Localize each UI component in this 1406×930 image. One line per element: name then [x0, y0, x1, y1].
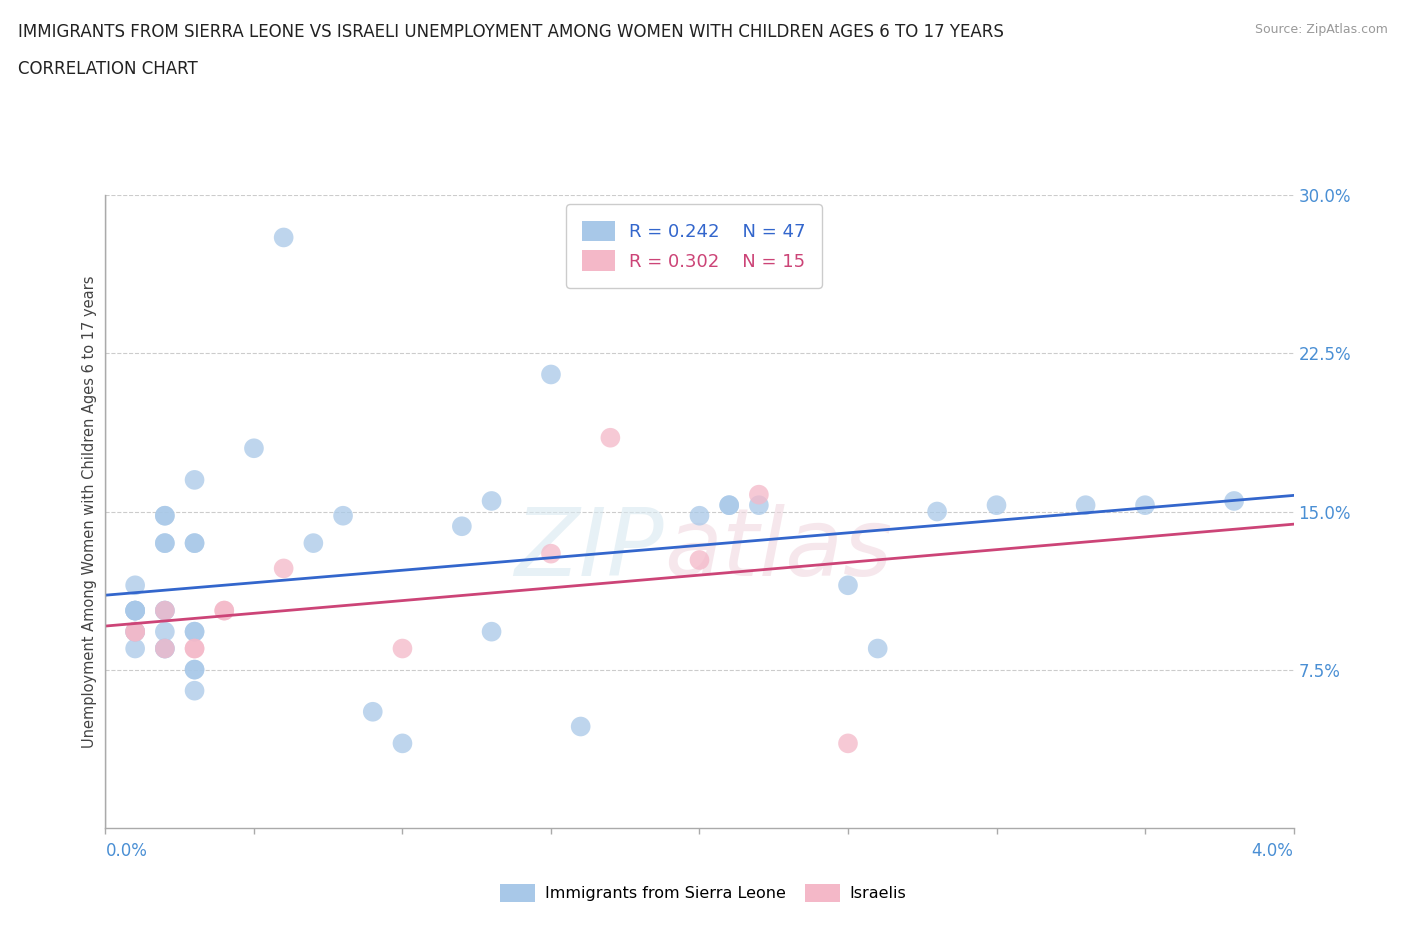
Point — [214, 604, 236, 618]
Point — [481, 624, 503, 639]
Point — [153, 641, 176, 656]
Point — [183, 662, 205, 677]
Point — [124, 604, 146, 618]
Point — [540, 546, 562, 561]
Point — [718, 498, 741, 512]
Point — [153, 509, 176, 524]
Point — [183, 624, 205, 639]
Text: 0.0%: 0.0% — [105, 842, 148, 859]
Point — [599, 431, 621, 445]
Point — [1074, 498, 1097, 512]
Point — [273, 230, 295, 245]
Point — [183, 684, 205, 698]
Point — [837, 736, 859, 751]
Point — [837, 578, 859, 592]
Point — [124, 604, 146, 618]
Point — [153, 641, 176, 656]
Point — [748, 487, 770, 502]
Point — [927, 504, 949, 519]
Text: 4.0%: 4.0% — [1251, 842, 1294, 859]
Point — [1133, 498, 1156, 512]
Point — [153, 604, 176, 618]
Point — [183, 662, 205, 677]
Point — [214, 604, 236, 618]
Point — [183, 472, 205, 487]
Point — [391, 641, 413, 656]
Point — [718, 498, 741, 512]
Point — [153, 536, 176, 551]
Point — [689, 509, 711, 524]
Point — [866, 641, 889, 656]
Point — [153, 624, 176, 639]
Point — [153, 604, 176, 618]
Point — [391, 736, 413, 751]
Text: ZIP: ZIP — [515, 504, 664, 595]
Point — [450, 519, 472, 534]
Point — [1223, 494, 1246, 509]
Legend: Immigrants from Sierra Leone, Israelis: Immigrants from Sierra Leone, Israelis — [494, 878, 912, 908]
Point — [183, 624, 205, 639]
Point — [124, 604, 146, 618]
Point — [153, 509, 176, 524]
Point — [124, 624, 146, 639]
Point — [986, 498, 1008, 512]
Point — [153, 604, 176, 618]
Point — [153, 641, 176, 656]
Point — [361, 704, 384, 719]
Point — [332, 509, 354, 524]
Point — [124, 624, 146, 639]
Point — [124, 641, 146, 656]
Point — [748, 498, 770, 512]
Point — [273, 561, 295, 576]
Point — [153, 536, 176, 551]
Text: IMMIGRANTS FROM SIERRA LEONE VS ISRAELI UNEMPLOYMENT AMONG WOMEN WITH CHILDREN A: IMMIGRANTS FROM SIERRA LEONE VS ISRAELI … — [18, 23, 1004, 41]
Point — [124, 624, 146, 639]
Point — [183, 641, 205, 656]
Point — [183, 536, 205, 551]
Point — [481, 494, 503, 509]
Point — [183, 536, 205, 551]
Point — [243, 441, 266, 456]
Point — [124, 624, 146, 639]
Text: atlas: atlas — [664, 504, 891, 595]
Point — [689, 552, 711, 567]
Legend: R = 0.242    N = 47, R = 0.302    N = 15: R = 0.242 N = 47, R = 0.302 N = 15 — [567, 205, 823, 287]
Point — [569, 719, 592, 734]
Text: CORRELATION CHART: CORRELATION CHART — [18, 60, 198, 78]
Y-axis label: Unemployment Among Women with Children Ages 6 to 17 years: Unemployment Among Women with Children A… — [82, 275, 97, 748]
Point — [183, 641, 205, 656]
Point — [124, 604, 146, 618]
Point — [302, 536, 325, 551]
Point — [124, 578, 146, 592]
Point — [540, 367, 562, 382]
Text: Source: ZipAtlas.com: Source: ZipAtlas.com — [1254, 23, 1388, 36]
